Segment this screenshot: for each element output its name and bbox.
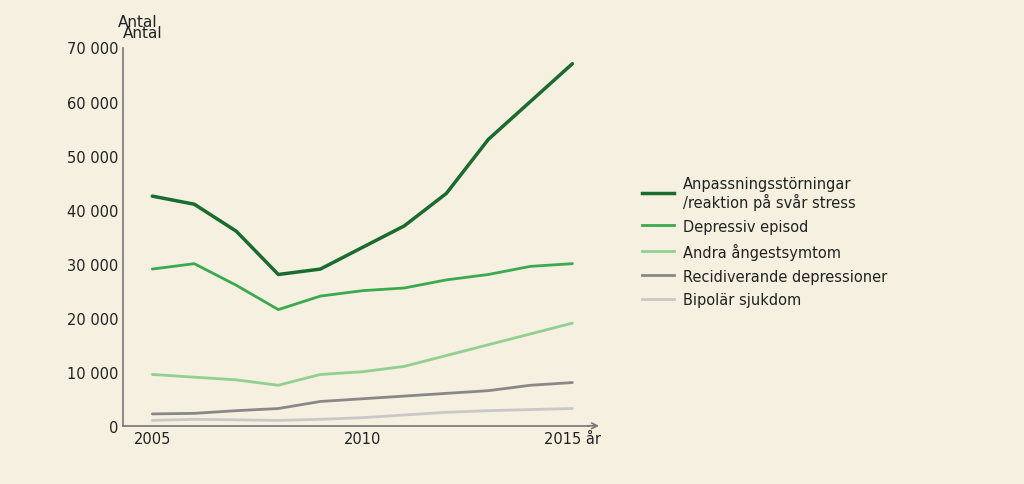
Depressiv episod — [272, 307, 285, 313]
Legend: Anpassningsstörningar
/reaktion på svår stress, Depressiv episod, Andra ångestsy: Anpassningsstörningar /reaktion på svår … — [642, 176, 887, 308]
Depressiv episod — [314, 294, 327, 300]
Line: Depressiv episod: Depressiv episod — [153, 264, 572, 310]
Recidiverande depressioner — [524, 382, 537, 388]
Bipolär sjukdom — [356, 415, 369, 421]
Line: Anpassningsstörningar
/reaktion på svår stress: Anpassningsstörningar /reaktion på svår … — [153, 64, 572, 275]
Bipolär sjukdom — [314, 417, 327, 423]
Bipolär sjukdom — [440, 409, 453, 415]
Anpassningsstörningar
/reaktion på svår stress — [314, 267, 327, 272]
Recidiverande depressioner — [482, 388, 495, 394]
Bipolär sjukdom — [566, 406, 579, 411]
Andra ångestsymtom — [398, 363, 411, 369]
Andra ångestsymtom — [230, 377, 243, 383]
Anpassningsstörningar
/reaktion på svår stress — [566, 61, 579, 67]
Anpassningsstörningar
/reaktion på svår stress — [524, 99, 537, 105]
Bipolär sjukdom — [188, 417, 201, 423]
Depressiv episod — [356, 288, 369, 294]
Recidiverande depressioner — [146, 411, 159, 417]
Recidiverande depressioner — [566, 380, 579, 386]
Depressiv episod — [230, 283, 243, 288]
Anpassningsstörningar
/reaktion på svår stress — [188, 202, 201, 208]
Bipolär sjukdom — [398, 412, 411, 418]
Depressiv episod — [146, 267, 159, 272]
Anpassningsstörningar
/reaktion på svår stress — [482, 137, 495, 143]
Depressiv episod — [398, 286, 411, 291]
Anpassningsstörningar
/reaktion på svår stress — [440, 191, 453, 197]
Bipolär sjukdom — [524, 407, 537, 413]
Anpassningsstörningar
/reaktion på svår stress — [230, 229, 243, 235]
Recidiverande depressioner — [440, 391, 453, 396]
Anpassningsstörningar
/reaktion på svår stress — [356, 245, 369, 251]
Anpassningsstörningar
/reaktion på svår stress — [398, 224, 411, 229]
Depressiv episod — [566, 261, 579, 267]
Andra ångestsymtom — [440, 353, 453, 359]
Depressiv episod — [440, 277, 453, 283]
Andra ångestsymtom — [314, 372, 327, 378]
Depressiv episod — [524, 264, 537, 270]
Andra ångestsymtom — [188, 375, 201, 380]
Andra ångestsymtom — [482, 342, 495, 348]
Andra ångestsymtom — [356, 369, 369, 375]
Andra ångestsymtom — [272, 382, 285, 388]
Line: Bipolär sjukdom: Bipolär sjukdom — [153, 408, 572, 421]
Bipolär sjukdom — [146, 418, 159, 424]
Anpassningsstörningar
/reaktion på svår stress — [146, 194, 159, 199]
Bipolär sjukdom — [272, 418, 285, 424]
Anpassningsstörningar
/reaktion på svår stress — [272, 272, 285, 278]
Bipolär sjukdom — [482, 408, 495, 414]
Bipolär sjukdom — [230, 417, 243, 423]
Depressiv episod — [188, 261, 201, 267]
Recidiverande depressioner — [230, 408, 243, 414]
Andra ångestsymtom — [524, 332, 537, 337]
Text: Antal: Antal — [118, 15, 158, 30]
Recidiverande depressioner — [398, 393, 411, 399]
Andra ångestsymtom — [566, 320, 579, 326]
Recidiverande depressioner — [314, 399, 327, 405]
Recidiverande depressioner — [272, 406, 285, 411]
Line: Recidiverande depressioner: Recidiverande depressioner — [153, 383, 572, 414]
Recidiverande depressioner — [356, 396, 369, 402]
Recidiverande depressioner — [188, 410, 201, 416]
Text: Antal: Antal — [123, 26, 163, 41]
Line: Andra ångestsymtom: Andra ångestsymtom — [153, 323, 572, 385]
Andra ångestsymtom — [146, 372, 159, 378]
Depressiv episod — [482, 272, 495, 278]
